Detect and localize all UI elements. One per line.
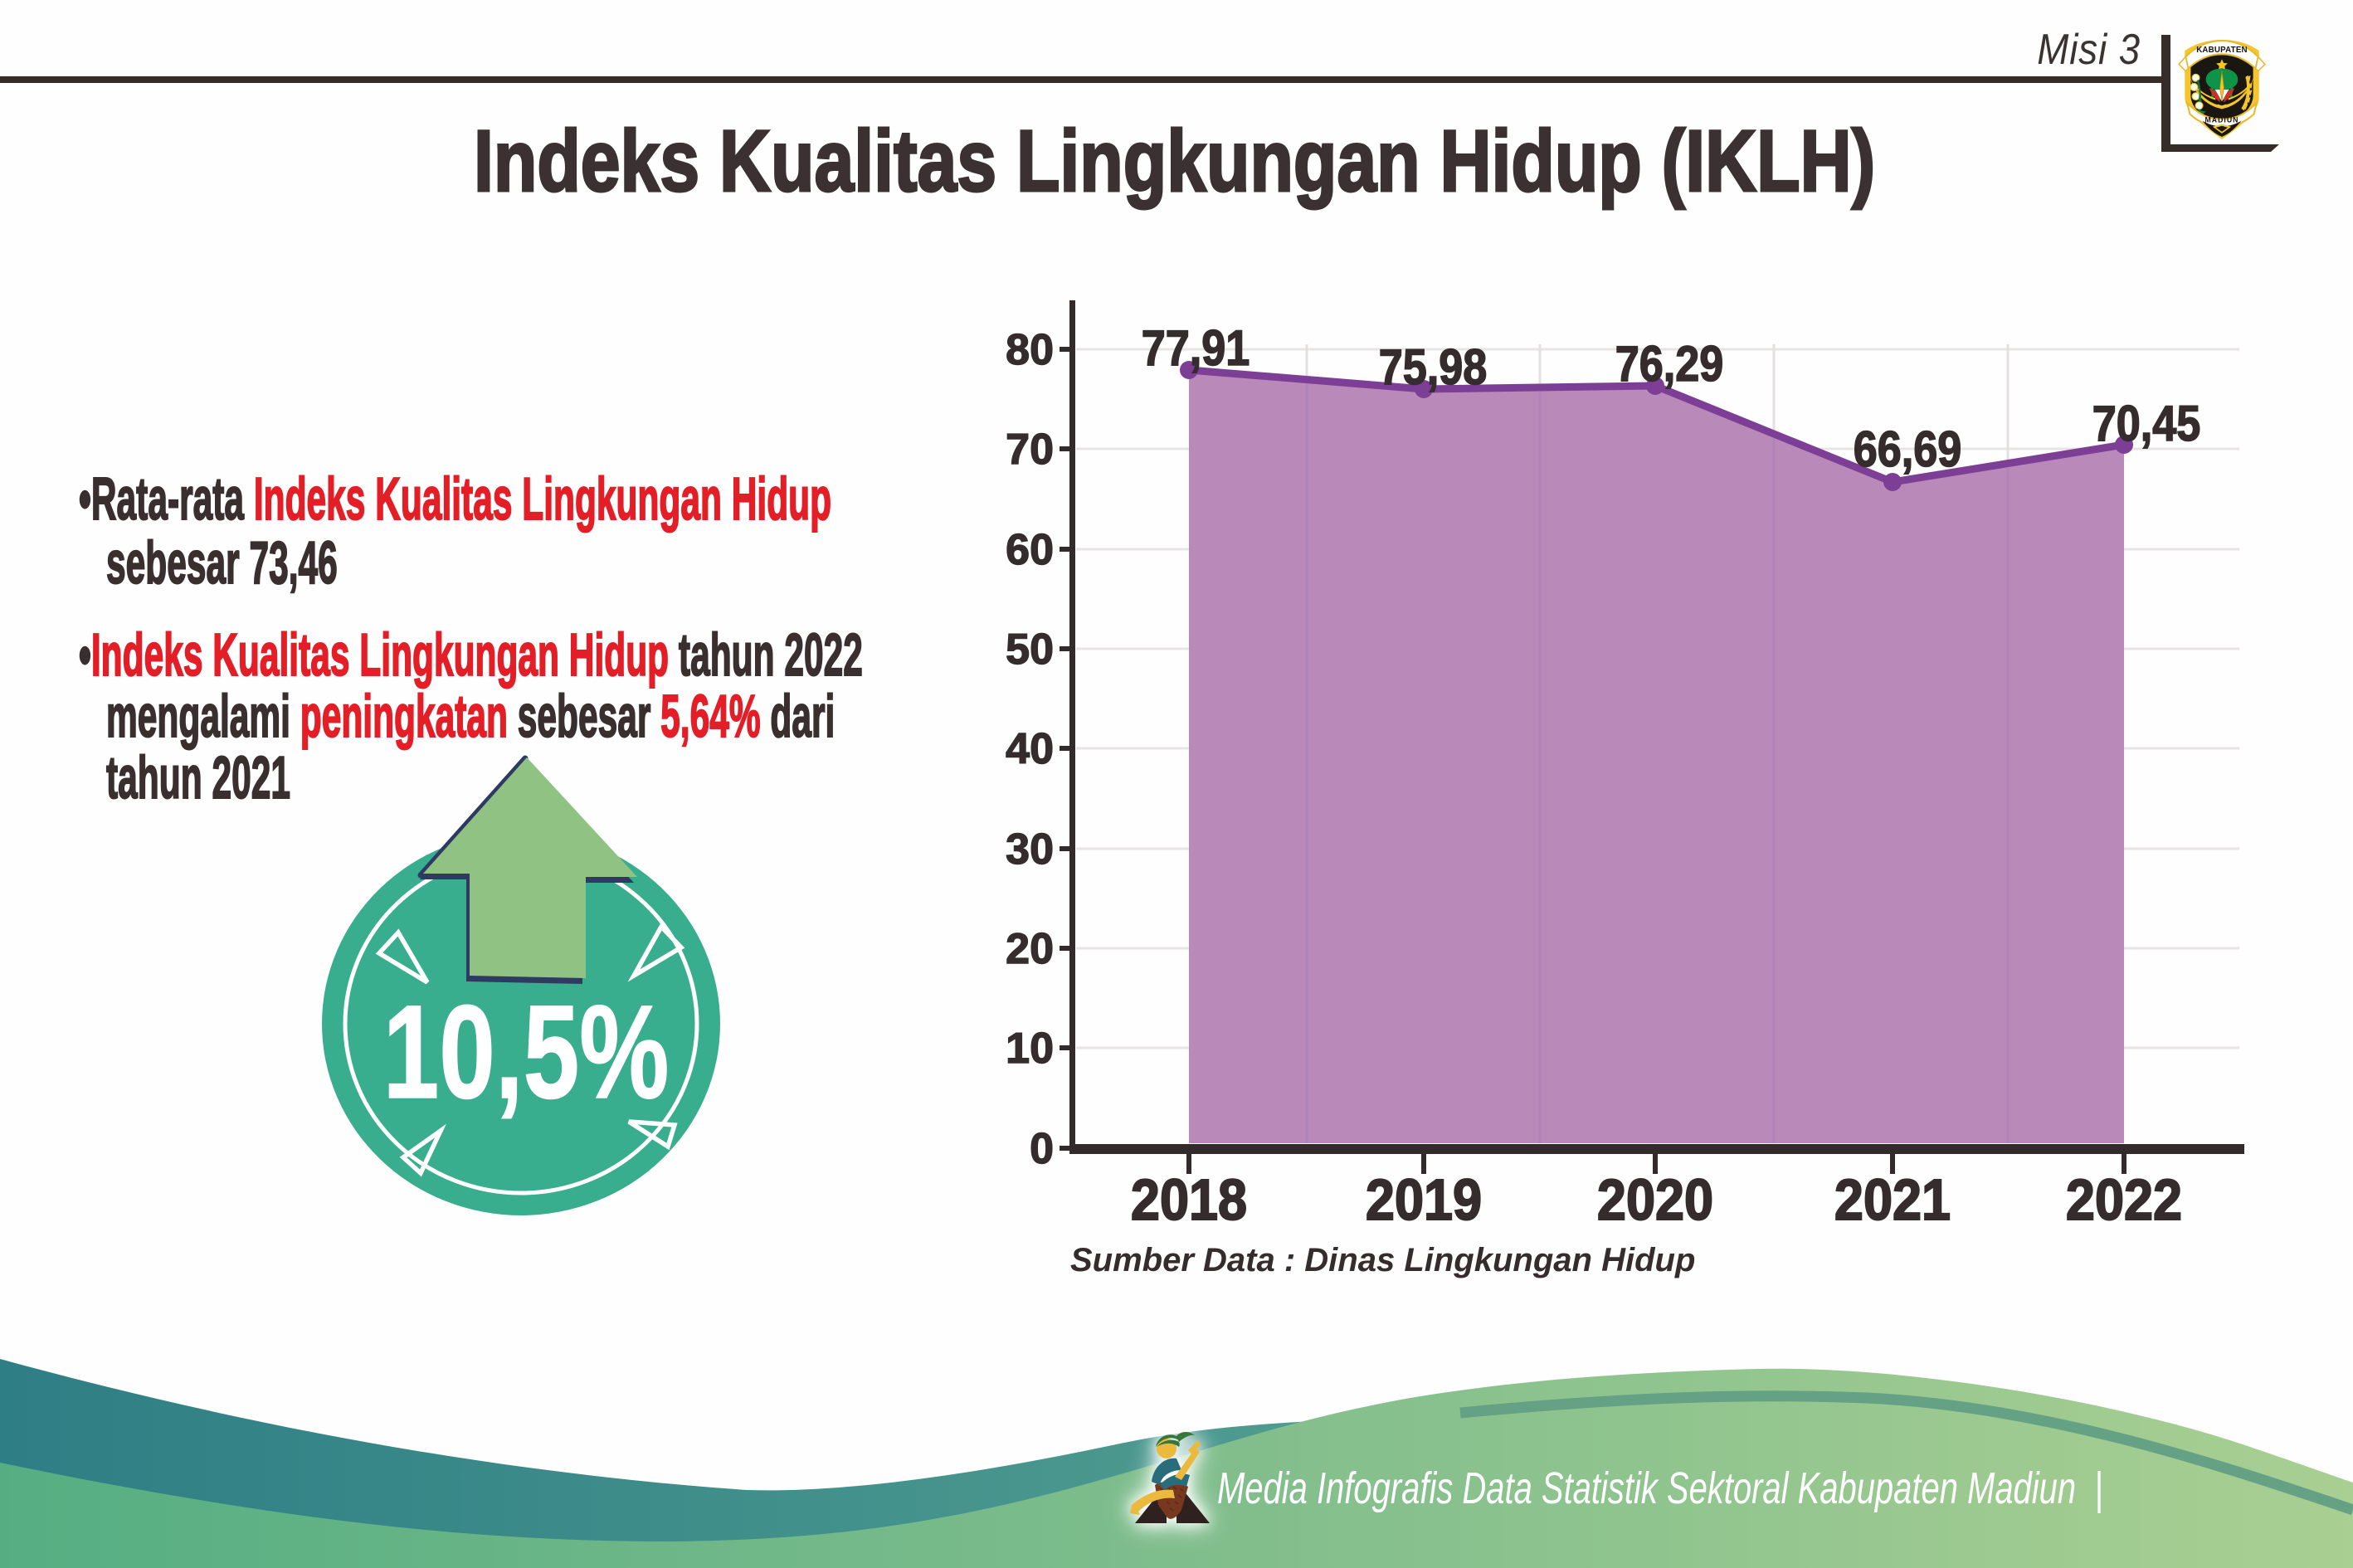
svg-text:10: 10 <box>1006 1025 1054 1073</box>
svg-text:KABUPATEN: KABUPATEN <box>2196 46 2248 55</box>
svg-text:Sumber Data : Dinas Lingkungan: Sumber Data : Dinas Lingkungan Hidup <box>1070 1242 1695 1278</box>
svg-text:2018: 2018 <box>1131 1168 1247 1233</box>
svg-text:20: 20 <box>1006 925 1054 973</box>
svg-text:2021: 2021 <box>1834 1168 1951 1233</box>
svg-text:80: 80 <box>1006 326 1054 374</box>
svg-text:50: 50 <box>1006 626 1054 674</box>
svg-text:60: 60 <box>1006 526 1054 574</box>
svg-text:75,98: 75,98 <box>1379 339 1488 395</box>
svg-text:70,45: 70,45 <box>2092 396 2201 451</box>
svg-text:2019: 2019 <box>1366 1168 1482 1233</box>
svg-text:76,29: 76,29 <box>1615 336 1724 392</box>
svg-text:2020: 2020 <box>1597 1168 1713 1233</box>
svg-text:40: 40 <box>1006 725 1054 773</box>
svg-text:70: 70 <box>1006 426 1054 474</box>
svg-text:66,69: 66,69 <box>1854 421 1962 477</box>
svg-text:MADIUN: MADIUN <box>2205 116 2239 124</box>
svg-text:10,5%: 10,5% <box>383 978 670 1127</box>
svg-text:77,91: 77,91 <box>1142 320 1250 376</box>
svg-text:0: 0 <box>1030 1125 1054 1173</box>
svg-text:2022: 2022 <box>2066 1168 2182 1233</box>
svg-text:30: 30 <box>1006 825 1054 874</box>
